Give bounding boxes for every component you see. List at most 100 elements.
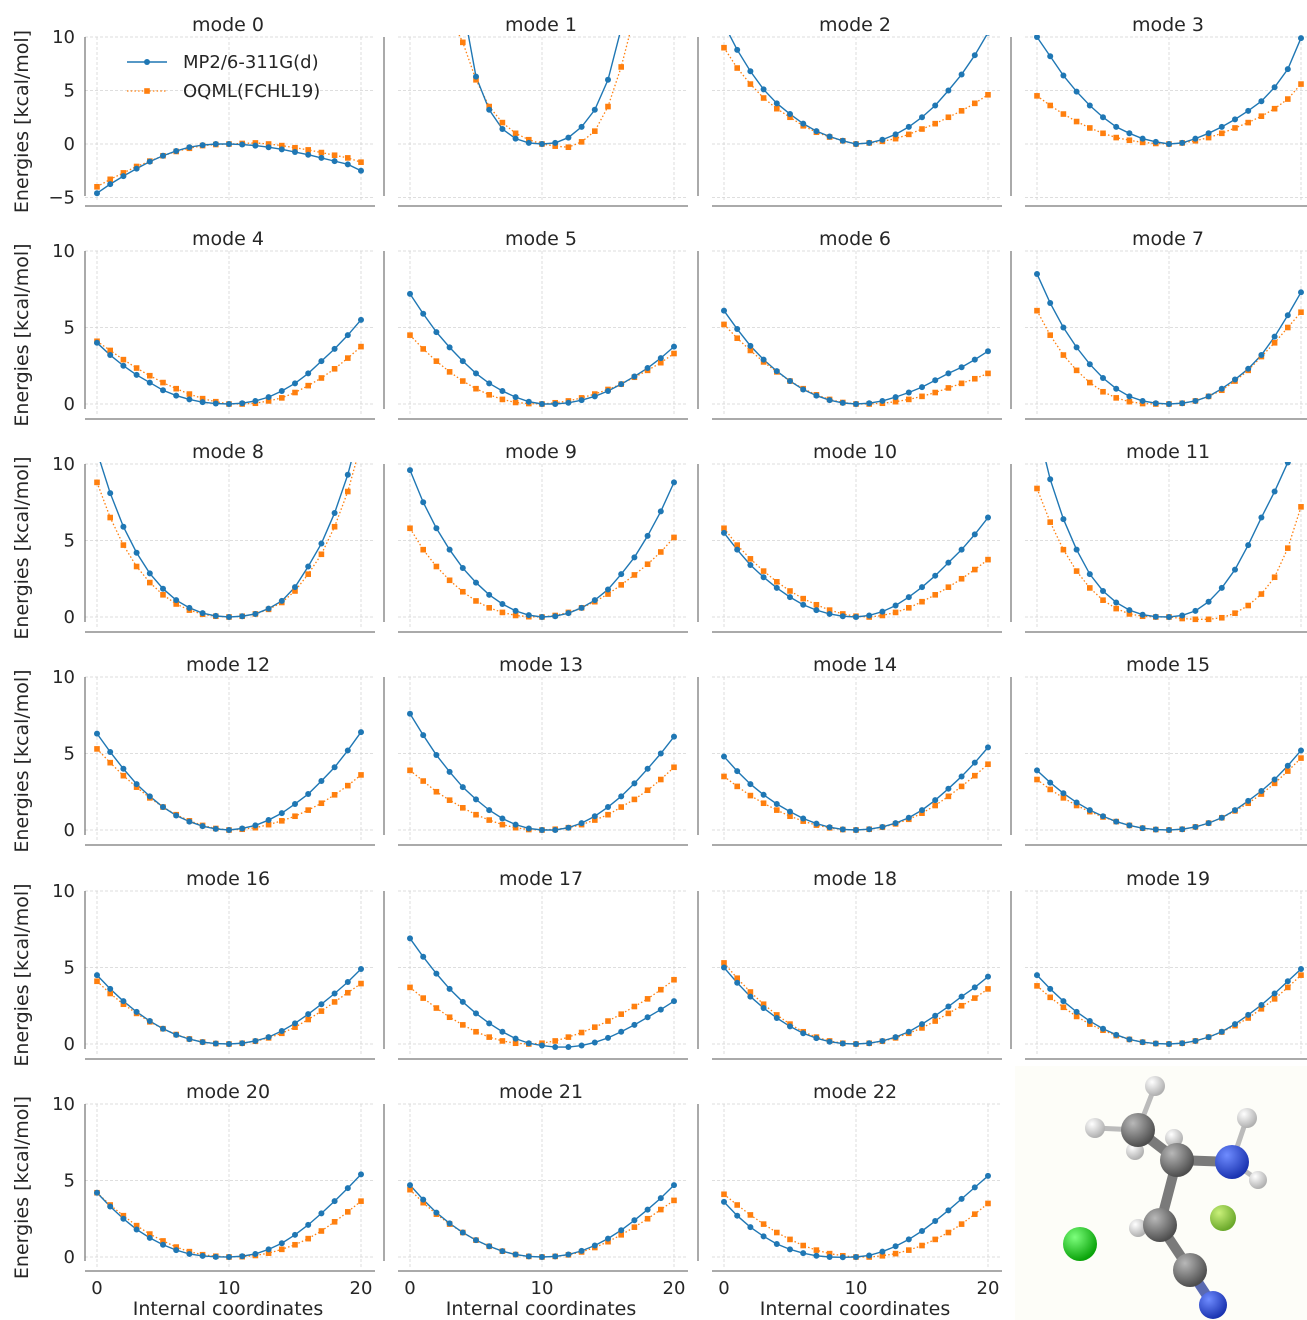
y-axis-label: Energies [kcal/mol] (11, 30, 33, 213)
point-oqml (734, 542, 740, 548)
point-mp2 (671, 343, 677, 350)
point-mp2 (1218, 385, 1225, 392)
point-oqml (1179, 615, 1185, 622)
point-oqml (1087, 1021, 1093, 1027)
grid (1025, 463, 1307, 628)
point-oqml (644, 1215, 651, 1222)
point-oqml (1047, 332, 1053, 338)
point-mp2 (344, 161, 351, 168)
point-mp2 (1086, 1018, 1093, 1025)
panel-title: mode 19 (1126, 868, 1210, 890)
point-oqml (433, 563, 440, 570)
legend: MP2/6-311G(d) OQML(FCHL19) (127, 52, 320, 102)
point-oqml (958, 783, 965, 790)
point-mp2 (787, 1246, 793, 1253)
grid (398, 250, 688, 415)
point-oqml (632, 13, 638, 19)
point-mp2 (446, 985, 453, 992)
point-mp2 (1086, 361, 1093, 368)
point-oqml (605, 591, 611, 597)
point-mp2 (578, 397, 585, 404)
point-oqml (932, 389, 938, 396)
point-oqml (1271, 996, 1278, 1002)
point-mp2 (539, 1254, 545, 1260)
point-mp2 (591, 1039, 598, 1046)
point-oqml (945, 114, 952, 121)
point-oqml (358, 343, 364, 350)
point-oqml (592, 1024, 598, 1030)
point-mp2 (905, 1028, 912, 1035)
point-mp2 (1179, 826, 1186, 833)
grid (398, 890, 688, 1055)
point-mp2 (800, 815, 807, 822)
point-mp2 (133, 549, 140, 556)
point-oqml (1139, 139, 1146, 146)
point-oqml (512, 824, 519, 831)
point-oqml (512, 399, 519, 406)
point-mp2 (905, 389, 912, 396)
series-group (407, 710, 677, 833)
point-mp2 (499, 815, 506, 822)
point-oqml (631, 572, 638, 578)
panel-title: mode 20 (186, 1081, 270, 1103)
point-oqml (486, 817, 492, 823)
point-oqml (160, 1238, 166, 1244)
point-mp2 (985, 744, 991, 751)
point-oqml (985, 1200, 991, 1207)
point-oqml (318, 375, 325, 381)
panel-mode-14: mode 14 (697, 654, 1002, 846)
point-oqml (1126, 137, 1133, 144)
point-mp2 (226, 827, 232, 833)
point-oqml (932, 592, 938, 598)
point-oqml (618, 582, 624, 588)
point-oqml (345, 989, 351, 996)
panel-mode-0: −5 0 5 10 Energies [kcal/mol] mode 0 MP2/6-311… (11, 14, 375, 213)
point-oqml (94, 184, 100, 190)
panel-mode-21: mode 21 0 10 20 Internal coordinates (383, 1081, 688, 1320)
point-mp2 (1284, 312, 1291, 319)
point-oqml (734, 975, 740, 982)
point-oqml (787, 114, 793, 121)
point-mp2 (420, 499, 427, 506)
point-oqml (446, 797, 453, 803)
point-mp2 (734, 46, 741, 53)
point-oqml (565, 1034, 572, 1040)
point-mp2 (826, 610, 833, 617)
point-mp2 (407, 1182, 413, 1189)
point-mp2 (1034, 972, 1040, 979)
point-mp2 (525, 612, 532, 619)
series-line-oqml (96, 980, 362, 1045)
point-mp2 (252, 610, 259, 617)
series-group (721, 744, 991, 833)
point-oqml (644, 561, 651, 568)
point-oqml (265, 821, 272, 828)
point-oqml (721, 773, 727, 780)
point-mp2 (618, 571, 625, 578)
point-mp2 (459, 358, 466, 365)
point-oqml (813, 1247, 820, 1253)
point-mp2 (932, 572, 939, 579)
point-mp2 (760, 356, 767, 363)
point-mp2 (499, 1028, 506, 1035)
point-oqml (1245, 119, 1251, 126)
point-mp2 (292, 380, 298, 387)
point-mp2 (1100, 587, 1106, 594)
point-oqml (906, 1247, 912, 1253)
carbon-atom (1143, 1208, 1177, 1242)
point-mp2 (747, 1224, 754, 1231)
point-oqml (133, 1222, 140, 1229)
point-oqml (133, 784, 140, 790)
point-mp2 (446, 344, 453, 351)
point-mp2 (1218, 1028, 1225, 1035)
point-mp2 (1060, 790, 1067, 797)
nitrogen-atom (1215, 1145, 1249, 1179)
point-oqml (173, 385, 179, 392)
point-oqml (186, 391, 193, 397)
point-oqml (292, 813, 298, 820)
point-mp2 (305, 563, 312, 570)
point-oqml (460, 805, 466, 811)
point-oqml (420, 1199, 426, 1206)
point-mp2 (473, 73, 479, 80)
panel-title: mode 22 (813, 1081, 897, 1103)
point-mp2 (1218, 584, 1225, 591)
